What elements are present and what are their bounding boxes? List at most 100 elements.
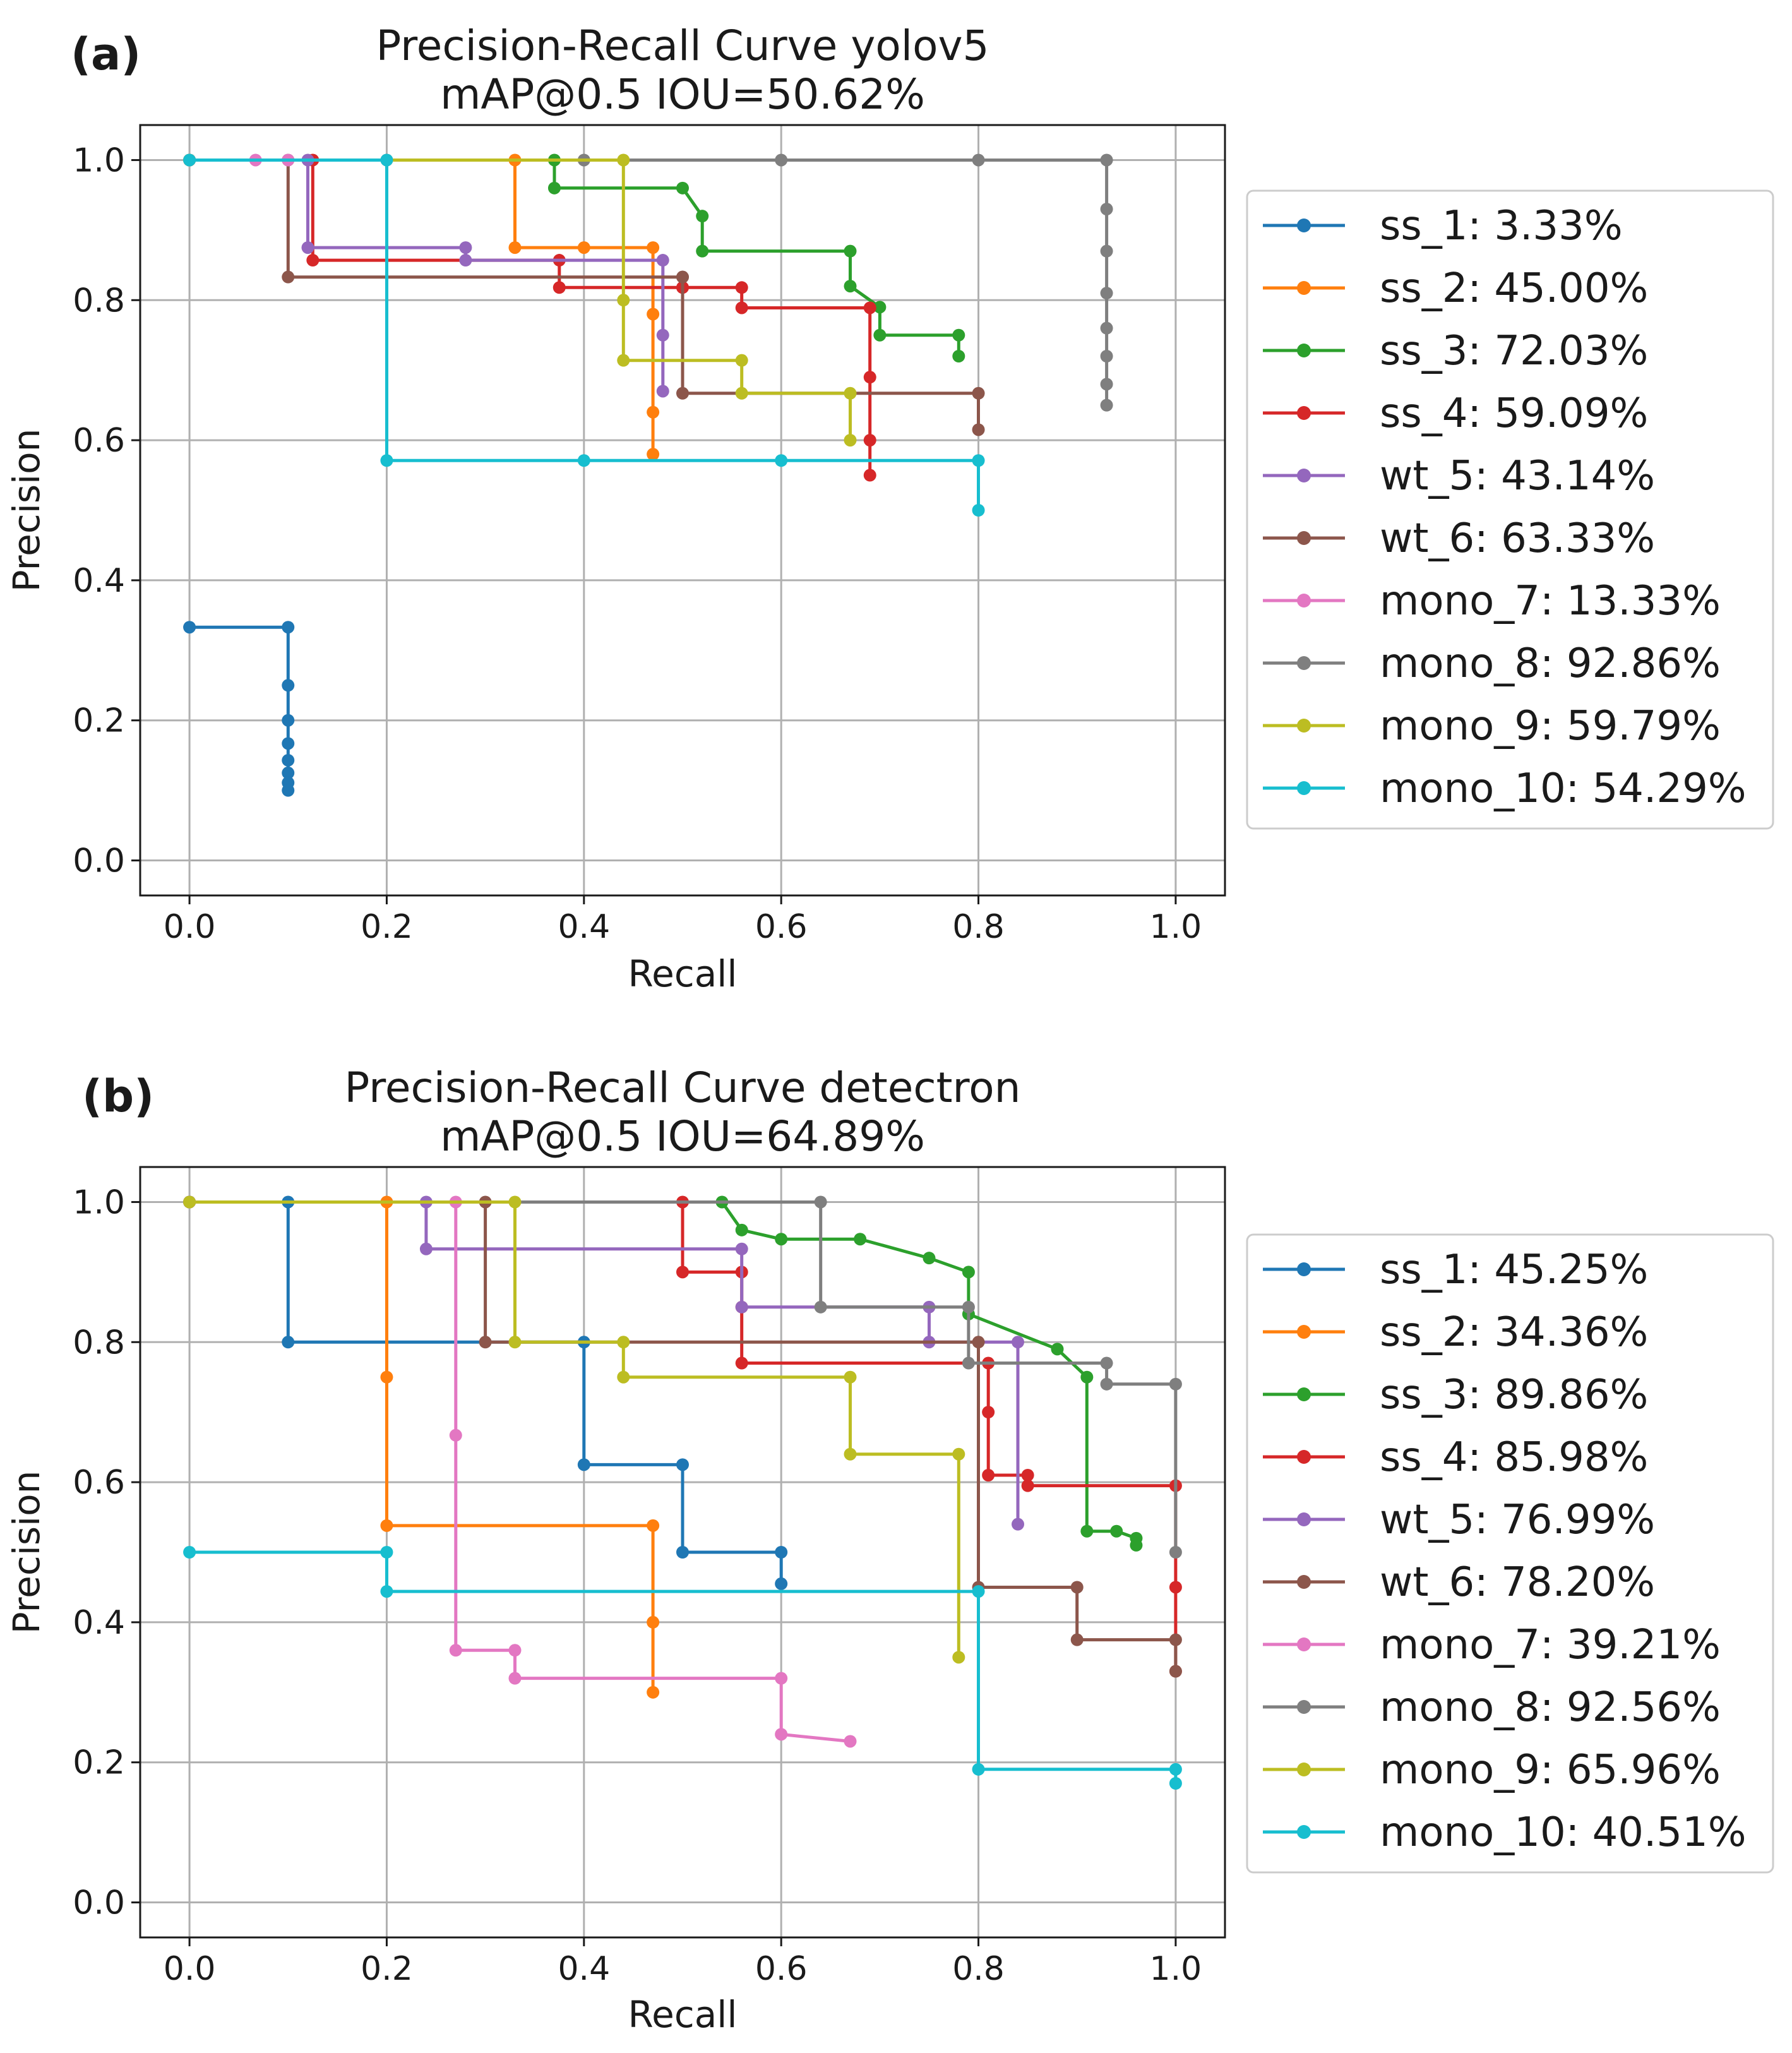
legend: ss_1: 45.25% ss_2: 34.36% ss_3: 89.86% ss_4…: [1246, 1233, 1774, 1874]
data-point: [553, 281, 566, 294]
series-line: [189, 159, 960, 356]
series-7: [183, 1195, 857, 1748]
x-tick-label: 0.6: [755, 908, 808, 946]
data-point: [844, 244, 857, 258]
plot-frame: [139, 124, 1226, 897]
series-line: [189, 159, 872, 476]
data-point: [735, 1300, 748, 1314]
data-point: [282, 766, 295, 779]
series-line: [189, 1200, 960, 1658]
data-point: [380, 1585, 393, 1598]
data-point: [449, 1428, 462, 1442]
legend-entry: ss_4: 59.09%: [1380, 390, 1648, 437]
data-point: [854, 1233, 867, 1246]
legend-entry: mono_10: 54.29%: [1380, 765, 1747, 812]
legend-entry: wt_6: 78.20%: [1380, 1559, 1655, 1606]
data-point: [1169, 1777, 1182, 1790]
series-line: [189, 1200, 1138, 1545]
data-point: [1100, 1377, 1113, 1391]
legend-marker: [1297, 656, 1311, 670]
legend-marker: [1297, 1825, 1311, 1839]
data-point: [676, 181, 689, 195]
data-point: [1100, 1356, 1113, 1370]
data-point: [301, 241, 314, 254]
data-point: [676, 1266, 689, 1279]
data-point: [775, 1233, 788, 1246]
y-tick-label: 0.8: [73, 1324, 125, 1362]
data-point: [577, 241, 590, 254]
series-line: [189, 159, 852, 441]
chart-panel-2: (b) Precision-Recall Curve detectronmAP@0…: [5, 1063, 1774, 2036]
x-tick-label: 0.6: [755, 1950, 808, 1988]
data-point: [735, 354, 748, 367]
y-tick-label: 0.8: [73, 282, 125, 320]
data-point: [479, 1336, 492, 1349]
data-point: [735, 1356, 748, 1370]
plot-frame: [139, 1166, 1226, 1939]
data-point: [844, 1735, 857, 1748]
data-point: [647, 241, 660, 254]
y-tick-label: 0.2: [73, 1744, 125, 1782]
legend-entry: ss_4: 85.98%: [1380, 1434, 1648, 1481]
x-axis-label: Recall: [628, 1993, 737, 2036]
data-point: [1100, 321, 1113, 335]
data-point: [1100, 287, 1113, 300]
legend-marker: [1297, 406, 1311, 420]
data-point: [696, 210, 709, 223]
series-3: [183, 153, 965, 362]
data-point: [844, 280, 857, 293]
data-point: [775, 1546, 788, 1559]
series-8: [183, 153, 1113, 412]
data-point: [1070, 1633, 1084, 1646]
data-point: [873, 301, 887, 314]
data-point: [617, 294, 630, 307]
legend-marker: [1297, 1262, 1311, 1276]
series-4: [183, 1195, 1182, 1678]
data-point: [735, 1242, 748, 1255]
legend-entry: ss_3: 72.03%: [1380, 328, 1648, 374]
series-line: [189, 159, 655, 455]
data-point: [282, 621, 295, 634]
y-tick-label: 0.4: [73, 1604, 125, 1642]
legend-entry: wt_6: 63.33%: [1380, 515, 1655, 562]
data-point: [459, 241, 472, 254]
data-point: [775, 1728, 788, 1741]
panel-label: (b): [82, 1070, 154, 1122]
legend-marker: [1297, 1637, 1311, 1651]
legend-marker: [1297, 281, 1311, 295]
data-point: [617, 354, 630, 367]
data-point: [814, 1300, 827, 1314]
data-point: [676, 1546, 689, 1559]
data-point: [952, 328, 965, 342]
legend-entry: ss_2: 45.00%: [1380, 265, 1648, 312]
data-point: [863, 469, 876, 482]
x-tick-label: 0.2: [361, 908, 413, 946]
data-point: [676, 270, 689, 284]
chart-subtitle: mAP@0.5 IOU=50.62%: [440, 70, 925, 119]
y-tick-label: 0.6: [73, 422, 125, 460]
series-line: [189, 625, 290, 791]
data-point: [183, 1195, 196, 1209]
data-point: [459, 254, 472, 267]
x-tick-label: 0.0: [164, 1950, 216, 1988]
legend-marker: [1297, 1575, 1311, 1589]
legend-marker: [1297, 1512, 1311, 1526]
data-point: [735, 386, 748, 400]
data-point: [923, 1252, 936, 1265]
data-point: [1080, 1524, 1094, 1538]
data-point: [1021, 1479, 1034, 1492]
data-point: [1110, 1524, 1123, 1538]
legend-marker: [1297, 218, 1311, 232]
data-point: [972, 386, 985, 400]
data-point: [380, 1370, 393, 1384]
data-point: [972, 423, 985, 436]
data-point: [962, 1356, 975, 1370]
legend-marker: [1297, 469, 1311, 482]
data-point: [1012, 1336, 1025, 1349]
data-point: [617, 153, 630, 167]
data-point: [380, 454, 393, 467]
data-point: [952, 350, 965, 362]
x-tick-label: 0.4: [558, 1950, 610, 1988]
legend-marker: [1297, 1325, 1311, 1339]
data-point: [656, 328, 669, 342]
